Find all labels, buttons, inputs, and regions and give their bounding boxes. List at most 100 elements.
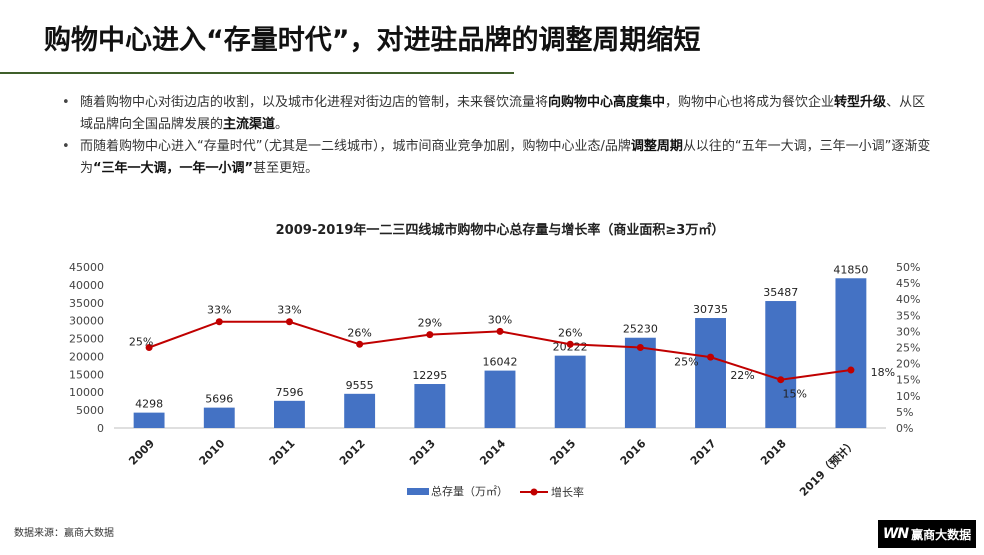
growth-value-label: 30% <box>488 313 512 326</box>
bar <box>484 370 516 428</box>
legend-bar-swatch <box>407 488 429 495</box>
bullet-text: 甚至更短。 <box>253 161 319 176</box>
growth-value-label: 22% <box>730 369 754 382</box>
bullet-list: 随着购物中心对街边店的收割，以及城市化进程对街边店的管制，未来餐饮流量将向购物中… <box>62 92 932 180</box>
logo-text: 赢商大数据 <box>911 527 972 542</box>
brand-logo: WN 赢商大数据 <box>878 520 976 548</box>
bar-value-label: 4298 <box>135 398 163 411</box>
growth-point <box>215 318 223 326</box>
growth-point <box>847 366 855 374</box>
bullet-text: ，购物中心也将成为餐饮企业 <box>665 95 835 110</box>
bar <box>274 400 305 428</box>
bullet-text: 。 <box>275 117 289 132</box>
data-source-note: 数据来源：赢商大数据 <box>14 528 114 539</box>
title-divider <box>0 72 514 74</box>
growth-value-label: 33% <box>207 304 231 317</box>
chart-title: 2009-2019年一二三四线城市购物中心总存量与增长率（商业面积≥3万㎡） <box>276 222 725 238</box>
bar-value-label: 12295 <box>412 369 447 382</box>
legend-bar-label: 总存量（万㎡） <box>431 484 508 498</box>
y-right-tick-label: 25% <box>896 342 920 355</box>
bullet-emphasis: 向购物中心高度集中 <box>548 95 666 110</box>
y-right-tick-label: 50% <box>896 261 920 274</box>
legend-line-label: 增长率 <box>551 485 584 499</box>
growth-point <box>566 340 574 348</box>
growth-point <box>777 376 785 384</box>
growth-point <box>496 327 504 335</box>
y-right-tick-label: 30% <box>896 325 920 338</box>
growth-value-label: 25% <box>674 356 698 369</box>
x-tick-label: 2019（预计） <box>796 436 859 499</box>
page-title: 购物中心进入“存量时代”，对进驻品牌的调整周期缩短 <box>44 25 701 56</box>
growth-point <box>707 353 715 361</box>
bar-value-label: 41850 <box>833 263 868 276</box>
growth-value-label: 26% <box>347 326 371 339</box>
bar <box>554 355 586 428</box>
bullet-item: 随着购物中心对街边店的收割，以及城市化进程对街边店的管制，未来餐饮流量将向购物中… <box>62 92 932 136</box>
bar <box>344 393 376 428</box>
bullet-emphasis: 主流渠道 <box>223 117 276 132</box>
growth-value-label: 15% <box>783 388 807 401</box>
y-left-tick-label: 35000 <box>69 297 104 310</box>
growth-value-label: 29% <box>418 317 442 330</box>
growth-value-label: 25% <box>129 336 153 349</box>
x-tick-label: 2013 <box>407 437 438 468</box>
bullet-item: 而随着购物中心进入“存量时代”（尤其是一二线城市），城市间商业竞争加剧，购物中心… <box>62 136 932 180</box>
bar-value-label: 35487 <box>763 286 798 299</box>
bar-value-label: 16042 <box>483 356 518 369</box>
growth-value-label: 26% <box>558 326 582 339</box>
bullet-text: 从以往的“五年一大调，三年一小调”逐渐变为 <box>80 139 931 176</box>
y-right-tick-label: 0% <box>896 422 913 435</box>
y-left-tick-label: 40000 <box>69 279 104 292</box>
logo-mark: WN <box>882 526 909 542</box>
growth-point <box>426 331 434 339</box>
y-right-tick-label: 10% <box>896 390 920 403</box>
growth-point <box>356 340 364 348</box>
x-tick-label: 2016 <box>618 437 649 468</box>
bar <box>133 412 165 428</box>
y-right-tick-label: 15% <box>896 374 920 387</box>
x-tick-label: 2012 <box>337 437 368 468</box>
bullet-emphasis: 转型升级 <box>834 95 887 110</box>
growth-value-label: 33% <box>277 304 301 317</box>
bullet-text: 而随着购物中心进入“存量时代”（尤其是一二线城市），城市间商业竞争加剧，购物中心… <box>80 139 631 154</box>
x-tick-label: 2014 <box>477 437 508 468</box>
y-left-tick-label: 15000 <box>69 368 104 381</box>
bar-value-label: 9555 <box>346 379 374 392</box>
bar <box>835 278 867 428</box>
y-left-tick-label: 30000 <box>69 315 104 328</box>
bar-value-label: 25230 <box>623 323 658 336</box>
x-tick-label: 2011 <box>267 437 298 468</box>
y-right-tick-label: 40% <box>896 293 920 306</box>
growth-point <box>145 344 153 351</box>
bullet-emphasis: 调整周期 <box>630 139 683 154</box>
y-left-tick-label: 10000 <box>69 386 104 399</box>
bar <box>203 407 235 428</box>
y-right-tick-label: 45% <box>896 277 920 290</box>
x-tick-label: 2017 <box>688 437 719 468</box>
x-tick-label: 2018 <box>758 437 789 468</box>
bar-value-label: 7596 <box>275 386 303 399</box>
y-left-tick-label: 5000 <box>76 404 104 417</box>
bar-value-label: 5696 <box>205 393 233 406</box>
y-left-tick-label: 0 <box>97 422 104 435</box>
y-left-tick-label: 20000 <box>69 350 104 363</box>
legend-line-marker <box>530 488 538 496</box>
x-tick-label: 2010 <box>197 437 228 468</box>
y-left-tick-label: 25000 <box>69 333 104 346</box>
bar <box>414 384 446 428</box>
bullet-emphasis: “三年一大调，一年一小调” <box>93 161 254 176</box>
y-right-tick-label: 20% <box>896 358 920 371</box>
x-tick-label: 2015 <box>547 437 578 468</box>
bar <box>624 337 656 428</box>
growth-value-label: 18% <box>871 366 895 379</box>
bar-value-label: 30735 <box>693 303 728 316</box>
bar <box>695 318 726 428</box>
bullet-text: 、从区域品牌向全国品牌发展的 <box>80 95 926 132</box>
y-right-tick-label: 35% <box>896 309 920 322</box>
bar <box>765 301 797 428</box>
growth-point <box>636 344 644 351</box>
y-right-tick-label: 5% <box>896 406 913 419</box>
bullet-text: 随着购物中心对街边店的收割，以及城市化进程对街边店的管制，未来餐饮流量将 <box>80 95 549 110</box>
growth-point <box>285 318 293 326</box>
